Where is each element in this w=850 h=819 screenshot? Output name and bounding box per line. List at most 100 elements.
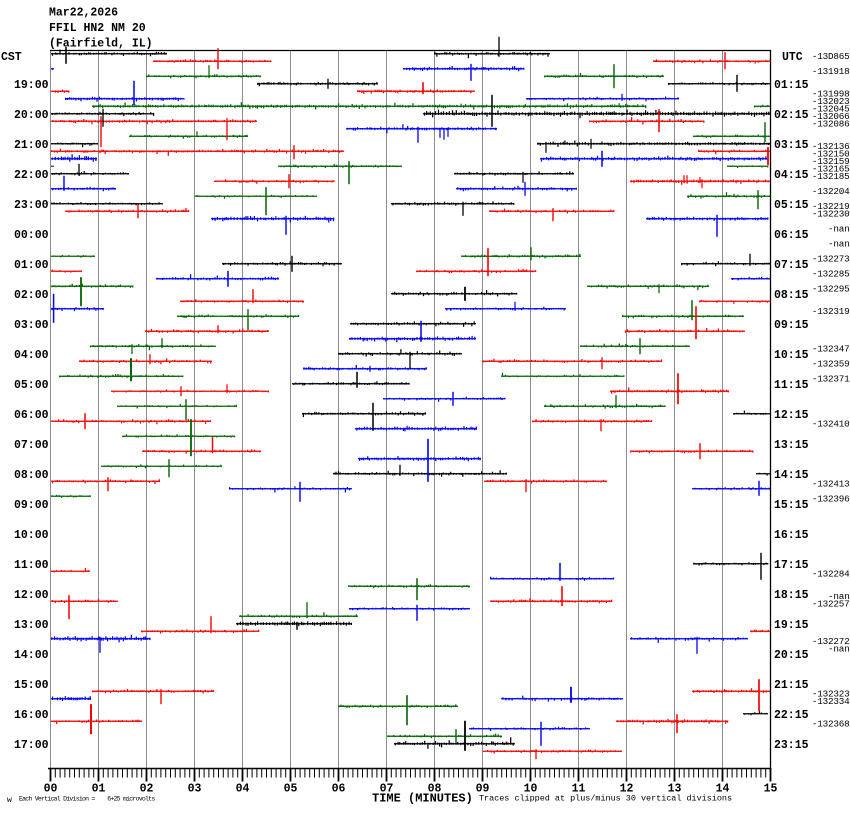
svg-text:22:00: 22:00 xyxy=(14,169,49,182)
svg-text:01:00: 01:00 xyxy=(14,259,49,272)
svg-text:-132272: -132272 xyxy=(812,636,850,647)
svg-text:-132230: -132230 xyxy=(812,208,850,219)
svg-text:-132273: -132273 xyxy=(812,253,850,264)
svg-text:19:15: 19:15 xyxy=(774,619,809,632)
svg-text:10: 10 xyxy=(524,783,538,796)
svg-text:08:15: 08:15 xyxy=(774,289,809,302)
svg-text:-132219: -132219 xyxy=(812,201,850,212)
svg-text:-132257: -132257 xyxy=(812,598,850,609)
svg-text:02: 02 xyxy=(140,783,154,796)
svg-text:10:00: 10:00 xyxy=(14,529,49,542)
svg-text:07: 07 xyxy=(380,783,394,796)
svg-text:20:15: 20:15 xyxy=(774,649,809,662)
svg-text:11: 11 xyxy=(572,783,586,796)
svg-text:06: 06 xyxy=(332,783,346,796)
svg-text:05: 05 xyxy=(284,783,298,796)
svg-text:03:00: 03:00 xyxy=(14,319,49,332)
svg-text:-132045: -132045 xyxy=(812,103,850,114)
svg-text:06:15: 06:15 xyxy=(774,229,809,242)
svg-text:Traces clipped at plus/minus 3: Traces clipped at plus/minus 30 vertical… xyxy=(479,794,732,804)
svg-text:-132413: -132413 xyxy=(812,478,850,489)
svg-text:-nan: -nan xyxy=(828,238,850,249)
svg-text:05:00: 05:00 xyxy=(14,379,49,392)
svg-text:-132410: -132410 xyxy=(812,418,850,429)
svg-text:-132136: -132136 xyxy=(812,141,850,152)
svg-text:-132323: -132323 xyxy=(812,688,850,699)
svg-text:16:00: 16:00 xyxy=(14,709,49,722)
svg-text:w: w xyxy=(7,796,12,805)
svg-text:00:00: 00:00 xyxy=(14,229,49,242)
svg-text:-132319: -132319 xyxy=(812,306,850,317)
svg-text:00: 00 xyxy=(44,783,58,796)
svg-text:23:15: 23:15 xyxy=(774,739,809,752)
svg-text:11:15: 11:15 xyxy=(774,379,809,392)
svg-text:-132284: -132284 xyxy=(812,568,850,579)
svg-text:04: 04 xyxy=(236,783,250,796)
svg-text:-132396: -132396 xyxy=(812,493,850,504)
svg-text:03: 03 xyxy=(188,783,202,796)
svg-text:-131998: -131998 xyxy=(812,88,850,99)
svg-text:14:15: 14:15 xyxy=(774,469,809,482)
svg-text:23:00: 23:00 xyxy=(14,199,49,212)
svg-text:19:00: 19:00 xyxy=(14,79,49,92)
svg-text:-nan: -nan xyxy=(828,223,850,234)
svg-text:03:15: 03:15 xyxy=(774,139,809,152)
svg-text:UTC: UTC xyxy=(782,51,803,64)
svg-text:09:00: 09:00 xyxy=(14,499,49,512)
svg-text:01: 01 xyxy=(92,783,106,796)
svg-text:08:00: 08:00 xyxy=(14,469,49,482)
svg-text:12:00: 12:00 xyxy=(14,589,49,602)
svg-text:FFIL HN2 NM 20: FFIL HN2 NM 20 xyxy=(49,22,146,35)
svg-text:08: 08 xyxy=(428,783,442,796)
svg-text:15:15: 15:15 xyxy=(774,499,809,512)
svg-text:(Fairfield, IL): (Fairfield, IL) xyxy=(49,38,153,51)
svg-text:20:00: 20:00 xyxy=(14,109,49,122)
svg-text:15: 15 xyxy=(764,783,778,796)
svg-text:-132204: -132204 xyxy=(812,186,850,197)
svg-text:13: 13 xyxy=(668,783,682,796)
svg-text:-132086: -132086 xyxy=(812,118,850,129)
svg-text:02:00: 02:00 xyxy=(14,289,49,302)
svg-text:17:00: 17:00 xyxy=(14,739,49,752)
svg-text:Each Vertical Division = 6+: Each Vertical Division = 6+25 microvolts xyxy=(19,796,155,803)
svg-text:-132371: -132371 xyxy=(812,373,850,384)
svg-text:-132150: -132150 xyxy=(812,148,850,159)
svg-text:11:00: 11:00 xyxy=(14,559,49,572)
svg-text:12:15: 12:15 xyxy=(774,409,809,422)
svg-text:-132295: -132295 xyxy=(812,283,850,294)
svg-text:TIME (MINUTES): TIME (MINUTES) xyxy=(372,792,473,806)
svg-text:07:15: 07:15 xyxy=(774,259,809,272)
svg-text:16:15: 16:15 xyxy=(774,529,809,542)
svg-text:07:00: 07:00 xyxy=(14,439,49,452)
svg-text:17:15: 17:15 xyxy=(774,559,809,572)
svg-text:04:15: 04:15 xyxy=(774,169,809,182)
svg-text:-131918: -131918 xyxy=(812,66,850,77)
svg-text:05:15: 05:15 xyxy=(774,199,809,212)
svg-text:21:00: 21:00 xyxy=(14,139,49,152)
svg-text:-132023: -132023 xyxy=(812,96,850,107)
svg-text:-132347: -132347 xyxy=(812,343,850,354)
svg-text:Mar22,2026: Mar22,2026 xyxy=(49,7,118,20)
svg-text:09:15: 09:15 xyxy=(774,319,809,332)
svg-text:-132368: -132368 xyxy=(812,718,850,729)
svg-text:-13D865: -13D865 xyxy=(812,51,850,62)
svg-text:-nan: -nan xyxy=(828,591,850,602)
svg-text:04:00: 04:00 xyxy=(14,349,49,362)
svg-text:-132185: -132185 xyxy=(812,171,850,182)
svg-text:-132334: -132334 xyxy=(812,696,850,707)
svg-text:-132159: -132159 xyxy=(812,156,850,167)
svg-text:14:00: 14:00 xyxy=(14,649,49,662)
svg-text:10:15: 10:15 xyxy=(774,349,809,362)
svg-text:-nan: -nan xyxy=(828,643,850,654)
svg-text:CST: CST xyxy=(1,51,22,64)
svg-text:18:15: 18:15 xyxy=(774,589,809,602)
svg-text:09: 09 xyxy=(476,783,490,796)
svg-text:13:00: 13:00 xyxy=(14,619,49,632)
svg-text:15:00: 15:00 xyxy=(14,679,49,692)
svg-text:13:15: 13:15 xyxy=(774,439,809,452)
svg-text:02:15: 02:15 xyxy=(774,109,809,122)
svg-text:-132359: -132359 xyxy=(812,358,850,369)
svg-text:01:15: 01:15 xyxy=(774,79,809,92)
svg-text:21:15: 21:15 xyxy=(774,679,809,692)
svg-text:06:00: 06:00 xyxy=(14,409,49,422)
